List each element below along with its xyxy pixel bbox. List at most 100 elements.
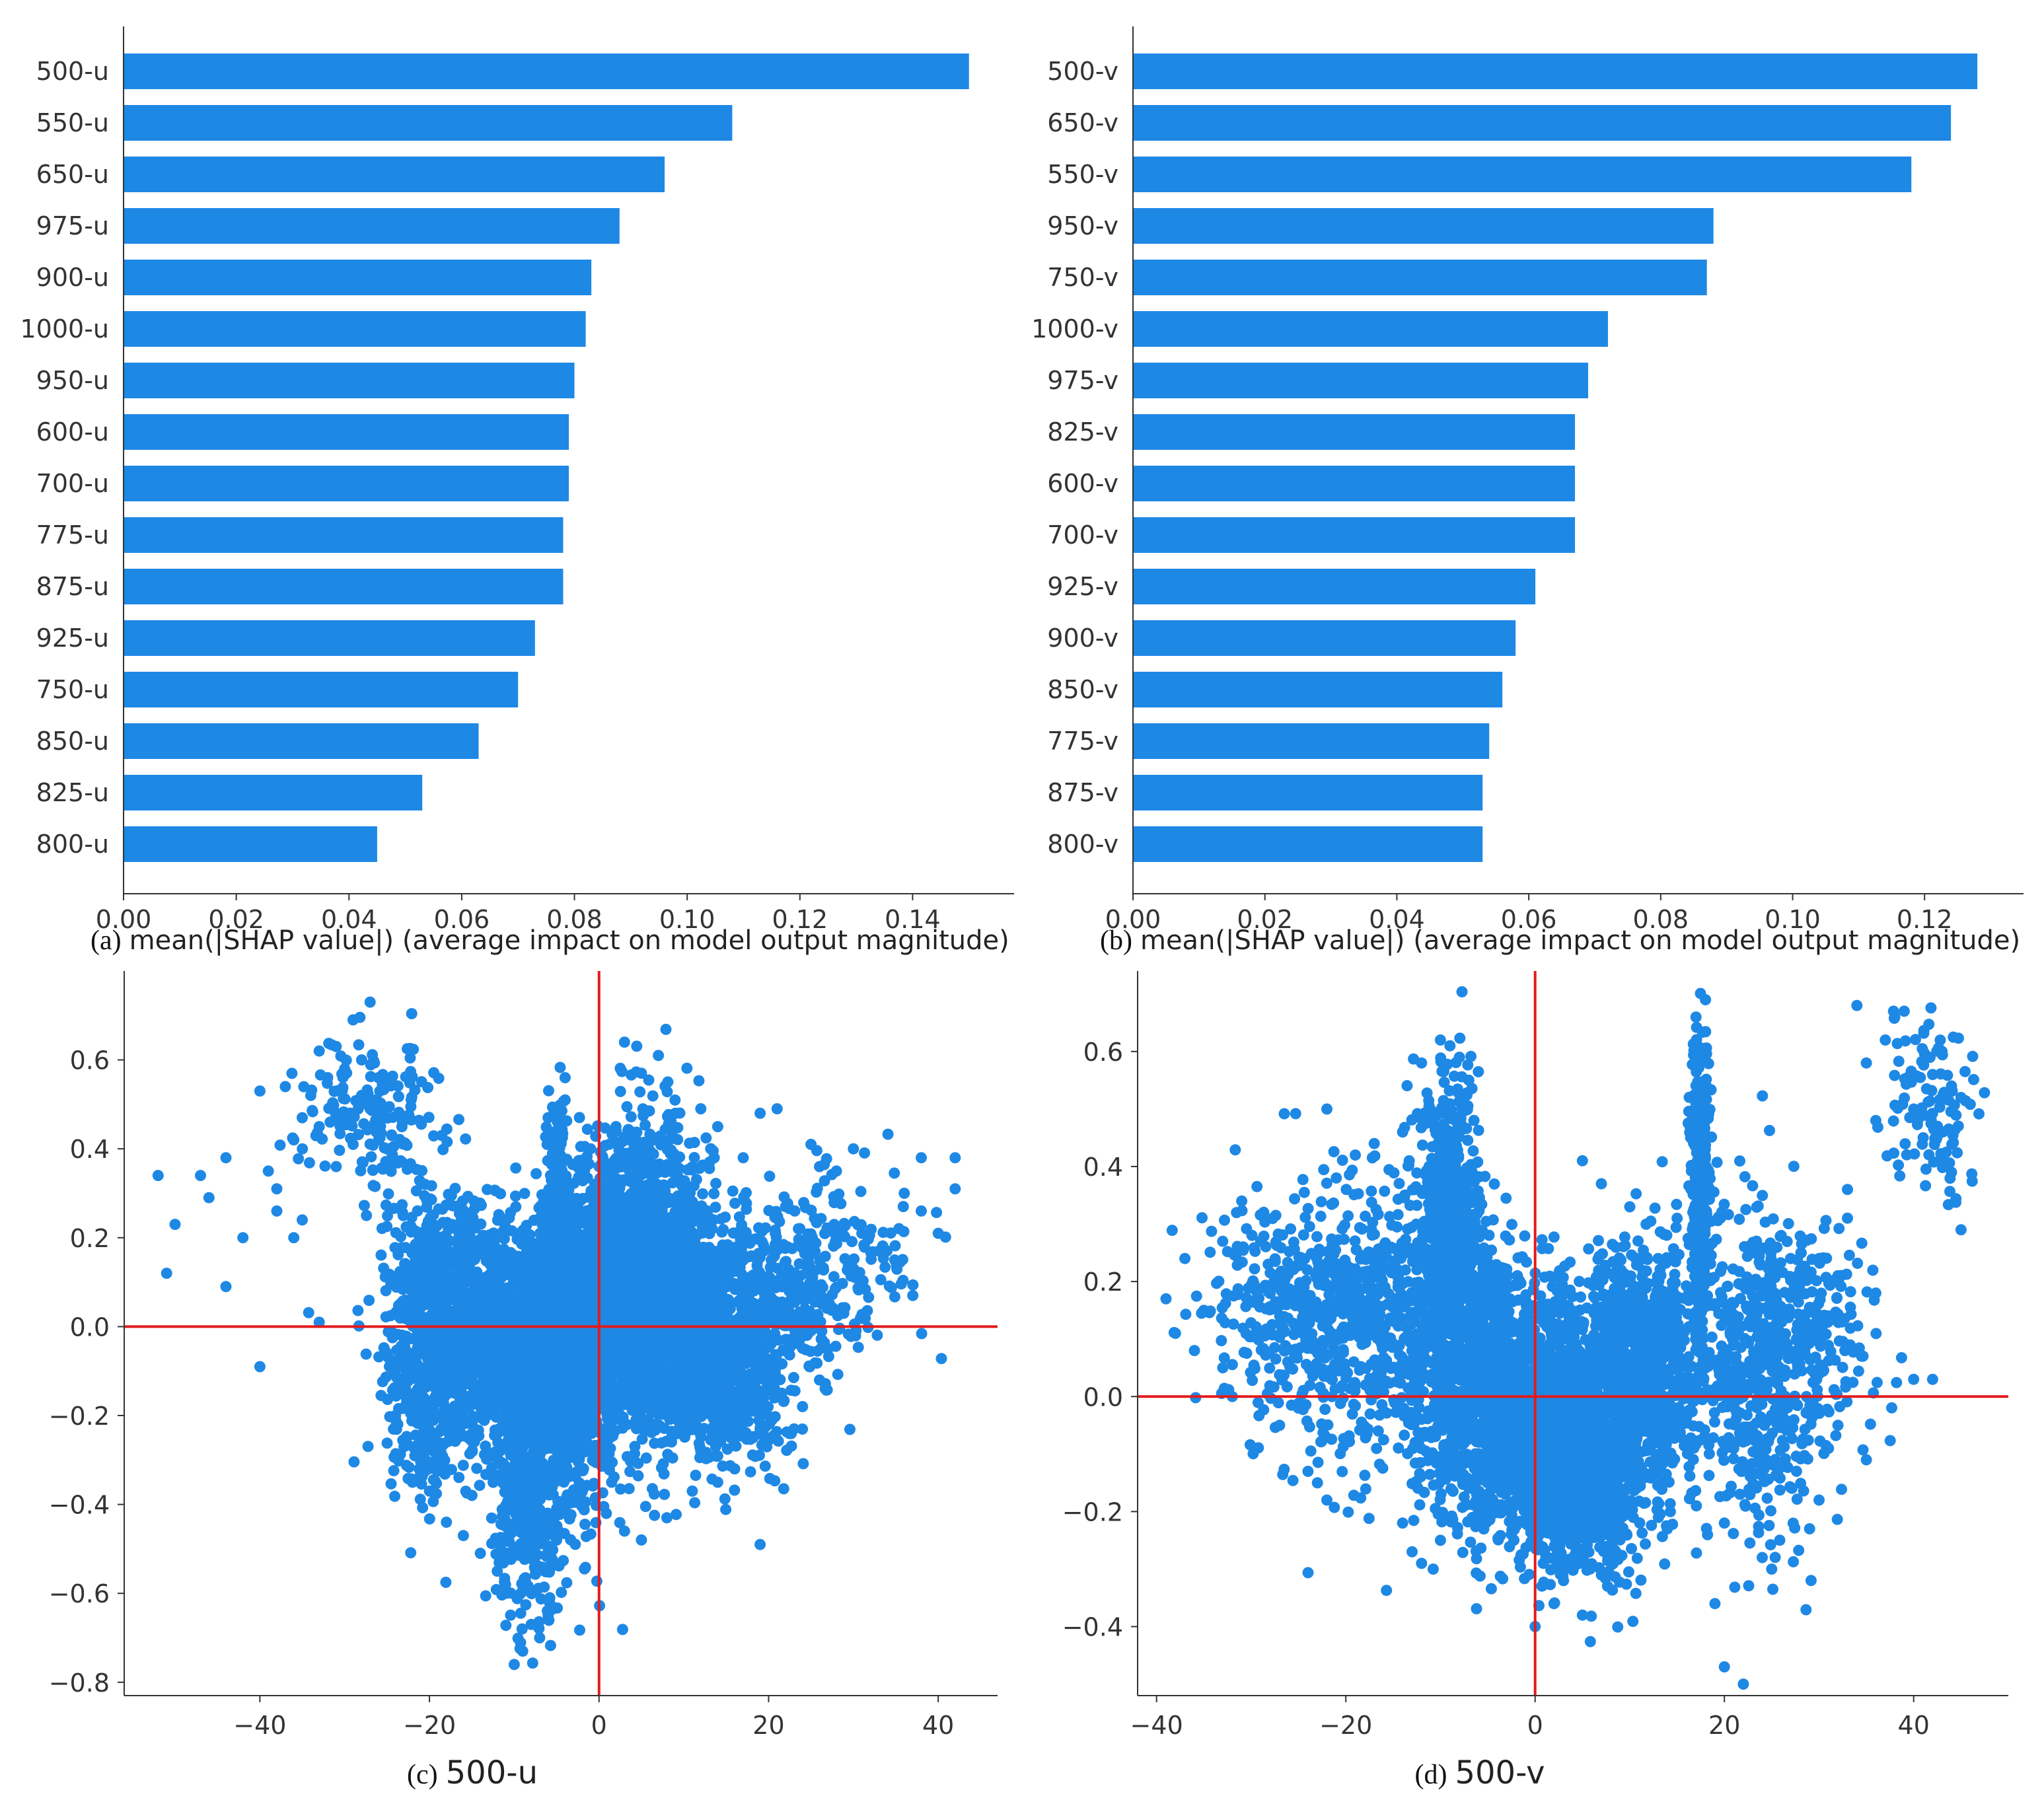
data-point (632, 1159, 644, 1170)
data-point (708, 1188, 720, 1200)
data-point (567, 1224, 579, 1235)
data-point (577, 1170, 589, 1182)
data-point (540, 1121, 552, 1133)
data-point (575, 1427, 587, 1439)
bar-category-label: 775-v (1047, 727, 1118, 756)
data-point (495, 1540, 507, 1552)
data-point (616, 1624, 628, 1635)
bar-category-label: 950-v (1047, 211, 1118, 240)
bar-category-label: 700-v (1047, 521, 1118, 550)
data-point (528, 1392, 540, 1404)
data-point (500, 1620, 512, 1632)
data-point (553, 1372, 565, 1384)
data-point (655, 1130, 666, 1142)
data-point (684, 1210, 696, 1222)
data-point (612, 1173, 624, 1185)
data-point (688, 1137, 700, 1149)
bar (1134, 260, 1707, 295)
data-point (532, 1583, 544, 1595)
x-tick-label: 0.08 (546, 905, 602, 934)
x-tick-label: 0.02 (1237, 905, 1293, 934)
bar (1134, 208, 1714, 244)
data-point (528, 1214, 540, 1226)
data-point (565, 1497, 577, 1509)
caption: (a) mean(|SHAP value|) (average impact on… (91, 925, 1009, 956)
data-point (520, 1576, 531, 1587)
data-point (544, 1566, 556, 1578)
x-tick-label: 0.10 (659, 905, 715, 934)
bar-category-label: 925-u (36, 624, 109, 653)
data-point (601, 1196, 612, 1208)
bar-category-label: 950-u (36, 366, 109, 395)
data-point (513, 1363, 525, 1375)
data-point (513, 1250, 525, 1262)
data-point (550, 1145, 562, 1157)
bar (124, 311, 586, 347)
bar (124, 157, 665, 192)
data-point (490, 1411, 502, 1423)
data-point (517, 1523, 529, 1534)
data-point (519, 1188, 530, 1200)
data-point (547, 1544, 559, 1556)
x-tick-label: 0.14 (885, 905, 941, 934)
caption-prefix: (a) (91, 925, 122, 956)
data-point (546, 1346, 558, 1358)
data-point (676, 1180, 688, 1191)
bar-category-label: 500-v (1047, 57, 1118, 86)
data-point (506, 1225, 518, 1237)
x-tick-label: 0.00 (1105, 905, 1161, 934)
data-point (546, 1554, 558, 1565)
data-point (474, 1480, 486, 1491)
data-point (567, 1390, 578, 1401)
data-point (503, 1366, 515, 1378)
data-point (362, 1441, 374, 1453)
bar-category-label: 750-u (36, 675, 109, 704)
data-point (629, 1441, 641, 1453)
data-point (573, 1477, 585, 1489)
bar (1134, 363, 1588, 398)
bar-category-label: 875-v (1047, 778, 1118, 807)
data-point (522, 1299, 534, 1311)
data-point (572, 1213, 584, 1225)
data-point (688, 1180, 700, 1192)
data-point (579, 1388, 591, 1400)
data-point (639, 1501, 651, 1513)
data-point (303, 1307, 314, 1318)
data-point (658, 1211, 670, 1223)
data-point (587, 1402, 599, 1414)
data-point (488, 1451, 500, 1462)
data-point (642, 1179, 654, 1191)
data-point (547, 1159, 559, 1170)
data-point (630, 1134, 642, 1146)
data-point (440, 1577, 452, 1588)
bar-category-label: 850-u (36, 727, 109, 756)
bar (124, 414, 569, 450)
bar (1134, 620, 1516, 656)
data-point (621, 1101, 633, 1112)
data-point (556, 1587, 567, 1598)
bar-category-label: 925-v (1047, 572, 1118, 601)
data-point (498, 1233, 510, 1244)
data-point (606, 1456, 618, 1468)
data-point (558, 1555, 569, 1567)
bar-category-label: 775-u (36, 521, 109, 550)
data-point (536, 1274, 548, 1286)
bar (1134, 723, 1490, 759)
data-point (575, 1141, 587, 1153)
bar (1134, 54, 1978, 89)
data-point (537, 1421, 549, 1433)
data-point (529, 1493, 540, 1505)
panel-c-dependence-scatter: −0.8−0.6−0.4−0.20.00.20.40.6−40 −20 0 20 40(… (49, 971, 998, 1791)
data-point (583, 1302, 595, 1314)
data-point (614, 1085, 626, 1097)
data-point (581, 1124, 593, 1135)
data-point (607, 1428, 619, 1440)
data-point (546, 1238, 558, 1250)
data-point (493, 1209, 505, 1221)
data-point (621, 1451, 633, 1462)
bar (1134, 311, 1608, 347)
data-point (505, 1207, 517, 1219)
data-point (561, 1577, 573, 1589)
x-tick-label: 0.02 (208, 905, 264, 934)
